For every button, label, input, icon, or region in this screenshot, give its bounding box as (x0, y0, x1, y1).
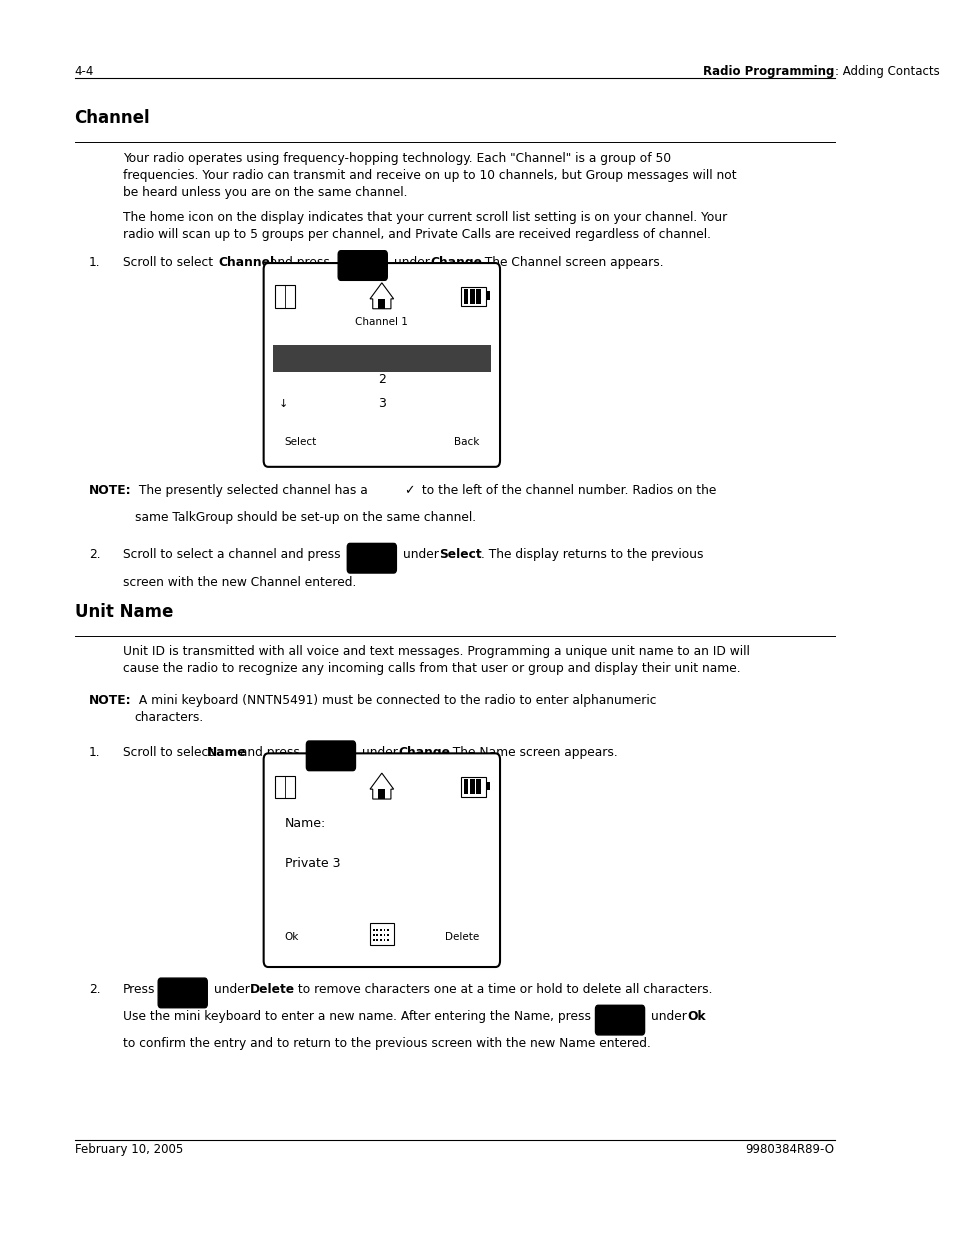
Text: Name:: Name: (284, 818, 326, 830)
FancyBboxPatch shape (306, 741, 355, 771)
Text: NOTE:: NOTE: (89, 484, 132, 498)
Text: and press: and press (236, 746, 300, 760)
FancyBboxPatch shape (595, 1005, 644, 1035)
Text: The home icon on the display indicates that your current scroll list setting is : The home icon on the display indicates t… (123, 211, 726, 241)
Text: A mini keyboard (NNTN5491) must be connected to the radio to enter alphanumeric
: A mini keyboard (NNTN5491) must be conne… (134, 694, 656, 724)
Text: 1.: 1. (89, 256, 101, 269)
Text: 1.: 1. (89, 746, 101, 760)
FancyBboxPatch shape (263, 263, 499, 467)
Text: same TalkGroup should be set-up on the same channel.: same TalkGroup should be set-up on the s… (134, 511, 476, 525)
Bar (373, 934, 375, 936)
Bar (376, 929, 377, 931)
Text: Delete: Delete (444, 932, 478, 942)
Bar (486, 291, 490, 300)
Text: : Adding Contacts: : Adding Contacts (835, 64, 940, 78)
Bar (275, 776, 295, 798)
Text: 4-4: 4-4 (74, 64, 93, 78)
Text: Private 3: Private 3 (284, 857, 339, 869)
Text: NOTE:: NOTE: (89, 694, 132, 708)
Bar (486, 782, 490, 790)
Text: to confirm the entry and to return to the previous screen with the new Name ente: to confirm the entry and to return to th… (123, 1037, 650, 1051)
Bar (370, 923, 394, 945)
FancyBboxPatch shape (263, 753, 499, 967)
Bar (387, 934, 389, 936)
Bar (383, 939, 385, 941)
Bar (376, 939, 377, 941)
FancyBboxPatch shape (158, 978, 207, 1008)
Text: . The display returns to the previous: . The display returns to the previous (480, 548, 702, 562)
Text: Use the mini keyboard to enter a new name. After entering the Name, press: Use the mini keyboard to enter a new nam… (123, 1010, 590, 1024)
Bar (470, 289, 474, 304)
Text: Delete: Delete (250, 983, 294, 997)
Text: Change: Change (430, 256, 481, 269)
Bar (377, 789, 385, 799)
Bar (379, 929, 381, 931)
Text: 2: 2 (377, 373, 385, 385)
Text: under: under (361, 746, 401, 760)
Bar (273, 345, 491, 372)
Text: Name: Name (207, 746, 247, 760)
Bar (383, 934, 385, 936)
Text: 2.: 2. (89, 983, 101, 997)
Text: Radio Programming: Radio Programming (702, 64, 834, 78)
Text: ↓: ↓ (279, 399, 288, 409)
Bar (377, 299, 385, 309)
Text: Ok: Ok (284, 932, 298, 942)
Text: Back: Back (454, 437, 478, 447)
Bar (476, 779, 480, 794)
FancyBboxPatch shape (347, 543, 395, 573)
Polygon shape (370, 283, 394, 309)
Text: to the left of the channel number. Radios on the: to the left of the channel number. Radio… (417, 484, 716, 498)
Polygon shape (370, 773, 394, 799)
Text: Change: Change (397, 746, 450, 760)
Text: under: under (650, 1010, 690, 1024)
Bar (376, 934, 377, 936)
Text: Select: Select (284, 437, 316, 447)
Text: Scroll to select: Scroll to select (123, 256, 216, 269)
Bar (460, 777, 486, 797)
Bar (463, 779, 468, 794)
Text: Select: Select (438, 548, 481, 562)
Text: Press: Press (123, 983, 155, 997)
Bar (460, 287, 486, 306)
Bar (373, 939, 375, 941)
Text: Channel: Channel (74, 109, 150, 127)
Text: and press: and press (266, 256, 330, 269)
Text: screen with the new Channel entered.: screen with the new Channel entered. (123, 576, 355, 589)
Text: 9980384R89-O: 9980384R89-O (745, 1142, 834, 1156)
Bar (470, 779, 474, 794)
Text: to remove characters one at a time or hold to delete all characters.: to remove characters one at a time or ho… (294, 983, 711, 997)
Bar (387, 939, 389, 941)
Bar (476, 289, 480, 304)
Text: under: under (402, 548, 442, 562)
Text: . The Channel screen appears.: . The Channel screen appears. (476, 256, 663, 269)
Text: Your radio operates using frequency-hopping technology. Each "Channel" is a grou: Your radio operates using frequency-hopp… (123, 152, 736, 199)
Text: under: under (213, 983, 253, 997)
Text: Unit Name: Unit Name (74, 603, 172, 621)
Bar (383, 929, 385, 931)
Text: Scroll to select: Scroll to select (123, 746, 216, 760)
Bar (275, 285, 295, 308)
Bar (373, 929, 375, 931)
Text: ✓ 1: ✓ 1 (281, 340, 305, 352)
Text: under: under (394, 256, 433, 269)
Text: ✓: ✓ (404, 484, 415, 498)
Text: Unit ID is transmitted with all voice and text messages. Programming a unique un: Unit ID is transmitted with all voice an… (123, 645, 749, 674)
Bar (463, 289, 468, 304)
Text: February 10, 2005: February 10, 2005 (74, 1142, 183, 1156)
Text: Scroll to select a channel and press: Scroll to select a channel and press (123, 548, 340, 562)
Text: Channel: Channel (218, 256, 274, 269)
Bar (387, 929, 389, 931)
Text: Channel 1: Channel 1 (355, 317, 408, 327)
Text: Ok: Ok (686, 1010, 705, 1024)
Text: . The Name screen appears.: . The Name screen appears. (445, 746, 618, 760)
Text: The presently selected channel has a: The presently selected channel has a (134, 484, 367, 498)
Bar (379, 934, 381, 936)
Text: 3: 3 (377, 398, 385, 410)
FancyBboxPatch shape (338, 251, 387, 280)
Text: 2.: 2. (89, 548, 101, 562)
Bar (379, 939, 381, 941)
